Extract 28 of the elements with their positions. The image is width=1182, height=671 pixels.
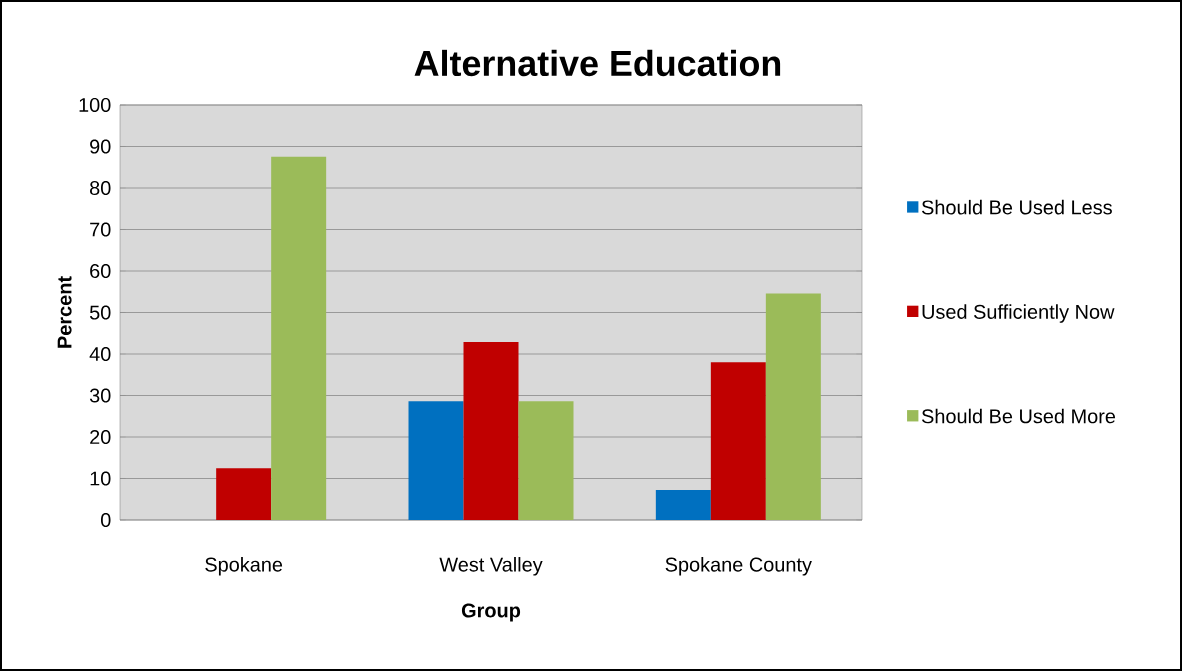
- legend-label: Should Be Used Less: [921, 199, 1112, 215]
- legend-label: Should Be Used More: [921, 408, 1116, 424]
- y-tick-label: 30: [89, 388, 111, 403]
- bar: [655, 490, 711, 520]
- y-tick-label: 20: [90, 429, 111, 445]
- y-tick-label: 80: [90, 180, 111, 196]
- chart-title: Alternative Education: [414, 49, 781, 77]
- bar: [408, 401, 464, 520]
- y-axis-title: Percent: [57, 276, 72, 348]
- bar: [765, 293, 821, 520]
- y-tick-label: 10: [90, 471, 111, 486]
- y-tick-label: 50: [89, 305, 111, 320]
- x-axis-title: Group: [461, 603, 521, 622]
- y-tick-label: 100: [79, 97, 111, 113]
- bar: [463, 341, 519, 520]
- x-tick-label: West Valley: [439, 557, 543, 576]
- legend-label: Used Sufficiently Now: [922, 304, 1115, 323]
- y-tick-label: 40: [89, 346, 111, 362]
- x-tick-label: Spokane County: [665, 557, 812, 576]
- y-tick-label: 60: [90, 263, 111, 279]
- bar: [216, 468, 272, 520]
- y-tick-label: 90: [90, 139, 111, 154]
- y-tick-label: 0: [101, 512, 111, 528]
- x-tick-label: Spokane: [205, 557, 283, 576]
- y-tick-label: 70: [90, 222, 111, 237]
- bar: [518, 401, 574, 520]
- bar: [271, 156, 327, 520]
- bar: [710, 362, 766, 520]
